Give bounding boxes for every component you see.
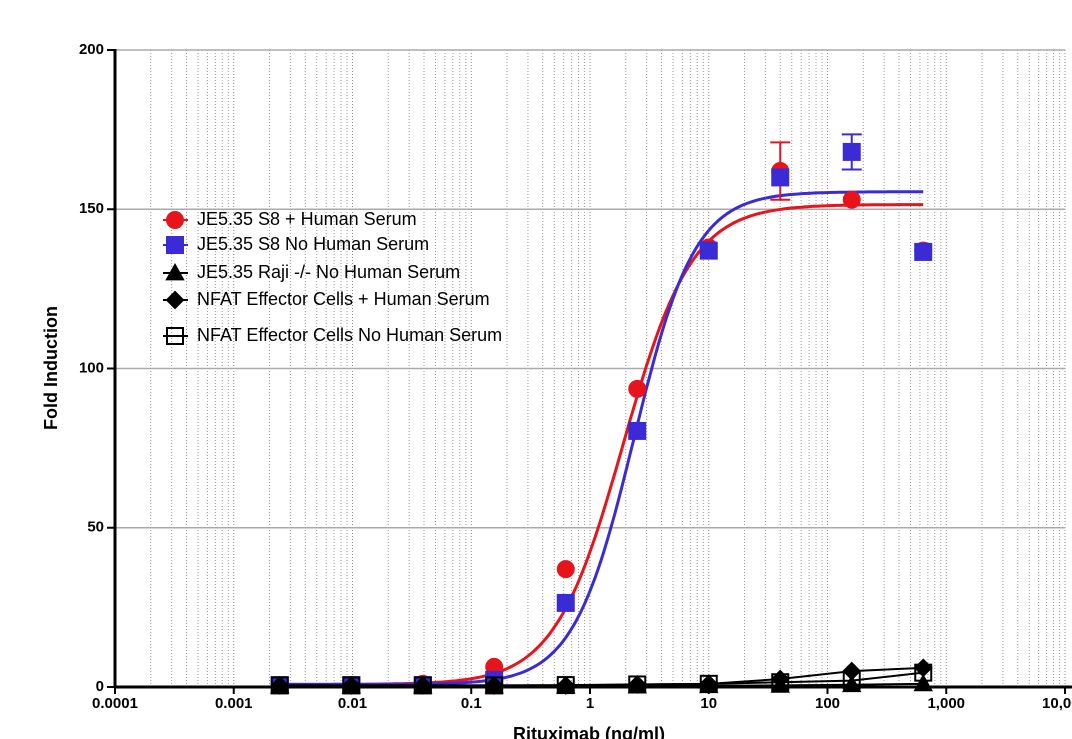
data-point: [842, 674, 862, 693]
series-line: [279, 671, 924, 687]
x-tick-label: 10,000: [1042, 695, 1072, 712]
data-point: [699, 674, 718, 693]
data-point: [771, 673, 790, 692]
y-tick-label: 200: [79, 41, 104, 58]
data-point: [556, 560, 575, 579]
data-point: [485, 676, 504, 695]
data-point: [413, 676, 432, 695]
data-point: [842, 190, 861, 209]
legend-label: NFAT Effector Cells No Human Serum: [197, 325, 502, 345]
legend-marker: [166, 211, 184, 229]
y-tick-label: 100: [79, 359, 104, 376]
x-tick-label: 0.01: [338, 695, 367, 712]
data-point: [842, 661, 862, 681]
data-point: [342, 676, 361, 695]
legend-marker: [165, 290, 185, 310]
data-point: [699, 241, 718, 260]
legend-label: JE5.35 S8 No Human Serum: [197, 234, 429, 254]
data-point: [914, 242, 933, 261]
legend-marker: [165, 262, 185, 281]
data-point: [913, 673, 933, 692]
data-point: [628, 379, 647, 398]
x-axis-title: Rituximab (ng/ml): [513, 724, 665, 739]
x-tick-label: 0.0001: [92, 695, 138, 712]
data-point: [842, 671, 861, 690]
y-axis-title: Fold Induction: [41, 306, 61, 430]
legend-marker: [166, 236, 184, 254]
data-point: [270, 676, 289, 695]
legend-marker: [166, 327, 184, 345]
fit-curve: [279, 190, 924, 686]
data-point: [628, 675, 647, 694]
y-tick-label: 0: [96, 678, 104, 695]
y-tick-label: 50: [87, 519, 104, 536]
data-point: [628, 421, 647, 440]
x-tick-label: 1: [586, 695, 594, 712]
data-point: [556, 593, 575, 612]
legend-label: JE5.35 S8 + Human Serum: [197, 209, 417, 229]
x-tick-label: 0.1: [461, 695, 482, 712]
legend-label: NFAT Effector Cells + Human Serum: [197, 289, 490, 309]
data-point: [842, 142, 861, 161]
x-tick-label: 100: [815, 695, 840, 712]
data-point: [556, 676, 575, 695]
y-tick-label: 150: [79, 200, 104, 217]
data-point: [914, 663, 933, 682]
legend-label: JE5.35 Raji -/- No Human Serum: [197, 262, 460, 282]
x-tick-label: 1,000: [927, 695, 965, 712]
x-tick-label: 0.001: [215, 695, 253, 712]
x-tick-label: 10: [700, 695, 717, 712]
data-point: [771, 168, 790, 187]
